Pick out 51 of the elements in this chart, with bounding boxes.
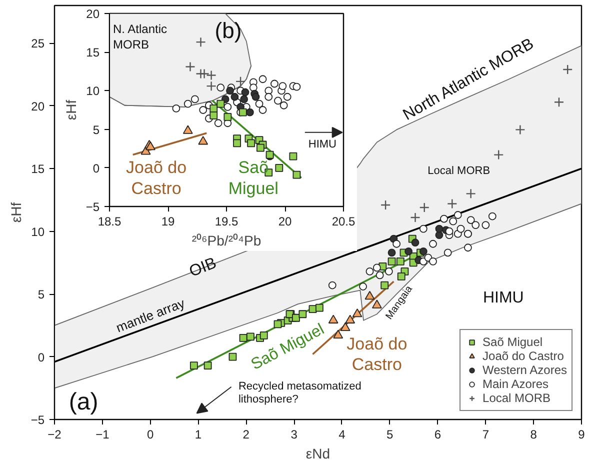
y-axis-title: εHf — [62, 100, 79, 120]
annotation: Joaõ do Castro — [346, 334, 408, 374]
y-tick-label: 15 — [86, 46, 100, 60]
annotation: Recycled metasomatized lithosphere? — [238, 380, 362, 406]
y-tick-label: 5 — [92, 122, 100, 137]
x-tick-label: 19 — [161, 214, 175, 228]
legend-label: Saõ Miguel — [482, 335, 543, 349]
y-tick-label: 5 — [38, 288, 45, 302]
x-tick-label: 2 — [242, 428, 250, 442]
annotation: (b) — [214, 18, 242, 43]
x-tick-label: −1 — [96, 428, 110, 442]
x-tick-label: 19.5 — [214, 214, 239, 228]
x-tick-label: 8 — [530, 428, 538, 442]
x-axis-title: ²⁰⁶Pb/²⁰⁴Pb — [192, 232, 262, 248]
y-tick-label: −5 — [86, 200, 100, 214]
y-tick-label: 0 — [92, 161, 100, 176]
annotation: Local MORB — [428, 165, 490, 178]
annotation: Joaõ do Castro — [126, 158, 187, 198]
x-tick-label: 7 — [482, 428, 490, 442]
x-tick-label: 20 — [278, 214, 292, 228]
y-tick-label: 0 — [38, 350, 45, 364]
annotation: HIMU — [482, 289, 524, 306]
annotation: Saõ Miguel — [228, 158, 278, 198]
annotation: (a) — [68, 388, 98, 416]
y-tick-label: −5 — [30, 413, 45, 427]
x-tick-label: 3 — [290, 428, 298, 442]
y-tick-label: 10 — [31, 224, 45, 239]
y-tick-label: 15 — [31, 162, 45, 176]
annotation: N. Atlantic MORB — [113, 22, 168, 52]
annotation: OIB — [187, 254, 219, 281]
x-tick-label: 20.5 — [332, 214, 356, 228]
y-tick-label: 20 — [31, 99, 45, 114]
annotation: HIMU — [308, 138, 337, 151]
y-axis-title: εHf — [8, 202, 24, 223]
x-tick-label: 1 — [194, 428, 202, 442]
legend-label: Main Azores — [482, 377, 549, 391]
annotation: mantle array — [114, 295, 188, 336]
x-tick-label: 5 — [386, 428, 394, 442]
x-tick-label: 6 — [434, 428, 442, 442]
x-tick-label: 9 — [578, 428, 586, 442]
legend-label: Local MORB — [482, 391, 551, 405]
y-tick-label: 25 — [31, 36, 45, 51]
x-axis-title: εNd — [306, 446, 330, 462]
legend-label: Joaõ do Castro — [482, 349, 564, 363]
x-tick-label: −2 — [48, 428, 62, 442]
x-tick-label: 18.5 — [98, 214, 122, 228]
x-tick-label: 0 — [146, 428, 154, 442]
y-tick-label: 10 — [86, 84, 100, 98]
x-tick-label: 4 — [338, 428, 346, 442]
y-tick-label: 20 — [86, 7, 100, 21]
legend-label: Western Azores — [482, 363, 567, 377]
